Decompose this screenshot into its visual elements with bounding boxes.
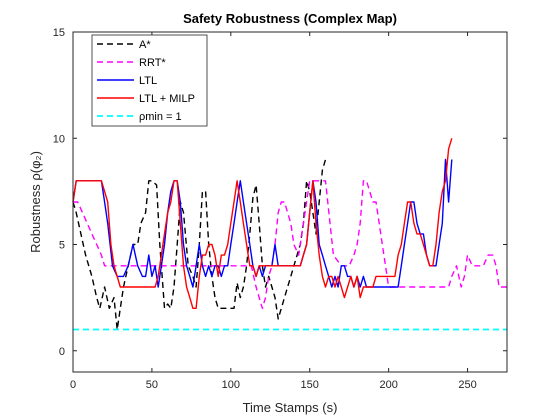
x-tick-label-5: 250 <box>458 379 476 391</box>
y-tick-label-2: 10 <box>53 133 65 145</box>
chart-title: Safety Robustness (Complex Map) <box>183 11 397 26</box>
legend-label-2: LTL <box>139 75 157 87</box>
x-tick-label-3: 150 <box>301 379 319 391</box>
legend-label-0: A* <box>139 39 151 51</box>
x-tick-label-4: 200 <box>379 379 397 391</box>
legend-label-4: ρmin = 1 <box>139 111 182 123</box>
y-tick-label-0: 0 <box>59 346 65 358</box>
x-tick-label-1: 50 <box>146 379 158 391</box>
y-tick-label-3: 15 <box>53 27 65 39</box>
series-line-1 <box>73 180 507 309</box>
y-axis-label: Robustness ρ(φ₂) <box>28 151 43 253</box>
y-axis: 0 5 10 15 <box>53 27 507 358</box>
x-axis: 0 50 100 150 200 250 <box>70 32 477 391</box>
series-line-3 <box>72 138 453 309</box>
legend: A* RRT* LTL LTL + MILP ρmin = 1 <box>91 34 208 127</box>
x-tick-label-0: 0 <box>70 379 76 391</box>
series-layer <box>72 138 507 331</box>
x-axis-label: Time Stamps (s) <box>243 400 338 415</box>
legend-label-3: LTL + MILP <box>139 93 195 105</box>
legend-label-1: RRT* <box>139 57 166 69</box>
y-tick-label-1: 5 <box>59 240 65 252</box>
x-tick-label-2: 100 <box>222 379 240 391</box>
plot-frame <box>72 31 508 373</box>
